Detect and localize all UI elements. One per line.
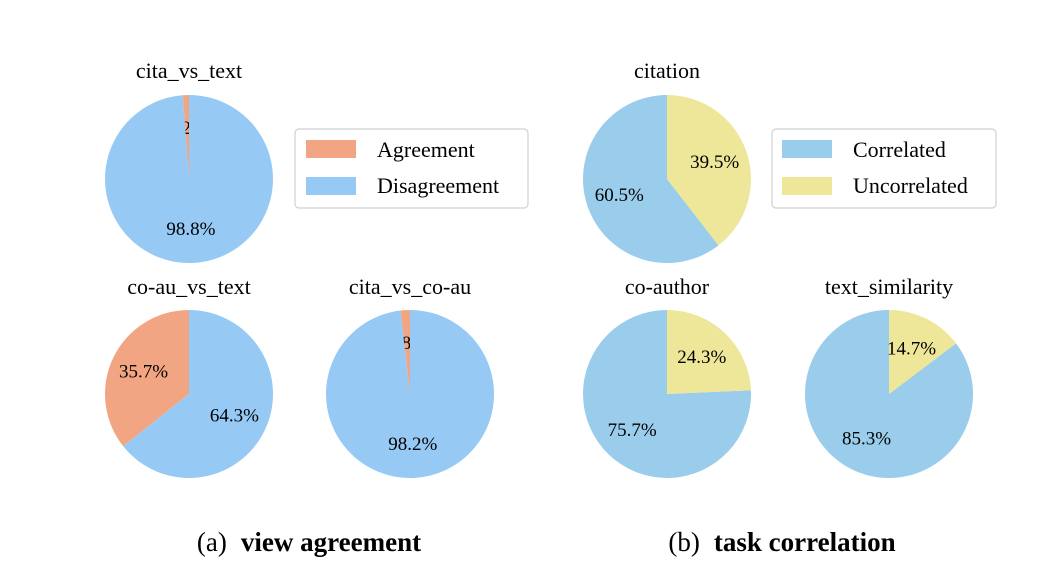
- pie-slice-correlated: [804, 310, 973, 478]
- pie-slice-agreement: [400, 310, 410, 394]
- caption-label-view-agreement: view agreement: [241, 527, 421, 557]
- pie-slice-uncorrelated: [667, 310, 751, 394]
- legend-swatch-correlated: [782, 140, 832, 158]
- pie-slice-agreement: [182, 95, 189, 179]
- pie-title-cita-vs-text: cita_vs_text: [136, 58, 242, 83]
- pie-title-cita-vs-co-au: cita_vs_co-au: [349, 274, 471, 299]
- legend-label-disagreement: Disagreement: [377, 173, 499, 198]
- pie-cita-vs-co-au: 1.8%98.2%: [326, 310, 495, 479]
- legend-label-agreement: Agreement: [377, 137, 475, 162]
- legend-task-correlation: Correlated Uncorrelated: [771, 128, 997, 209]
- pie-slice-disagreement: [326, 310, 495, 479]
- pie-title-co-au-vs-text: co-au_vs_text: [127, 274, 250, 299]
- pie-slice-correlated: [582, 95, 719, 263]
- legend-swatch-uncorrelated: [782, 177, 832, 195]
- pie-value-label-disagreement: 98.8%: [166, 219, 215, 240]
- pie-slice-correlated: [583, 310, 752, 478]
- pie-value-label-correlated: 60.5%: [595, 185, 644, 206]
- caption-task-correlation: (b) task correlation: [668, 527, 895, 557]
- pie-cita-vs-text: 1.2%98.8%: [105, 95, 274, 263]
- pie-value-label-correlated: 75.7%: [608, 420, 657, 441]
- pie-value-label-disagreement: 64.3%: [210, 405, 259, 426]
- pie-value-label-uncorrelated: 24.3%: [677, 347, 726, 368]
- legend-swatch-agreement: [306, 140, 356, 158]
- caption-view-agreement: (a) view agreement: [197, 527, 421, 557]
- caption-label-task-correlation: task correlation: [714, 527, 896, 557]
- pie-citation: 60.5% 39.5%: [582, 95, 751, 263]
- caption-prefix-a: (a): [197, 527, 227, 557]
- pie-value-label-uncorrelated: 14.7%: [887, 338, 936, 359]
- pie-slice-disagreement: [123, 310, 274, 479]
- pie-co-author: 75.7% 24.3%: [583, 310, 752, 478]
- pie-value-label-uncorrelated: 39.5%: [690, 152, 739, 173]
- pie-value-label-disagreement: 98.2%: [388, 434, 437, 455]
- pie-value-label-agreement: 35.7%: [119, 362, 168, 383]
- pie-slice-uncorrelated: [889, 310, 957, 394]
- legend-view-agreement: Agreement Disagreement: [294, 128, 529, 209]
- caption-prefix-b: (b): [668, 527, 699, 557]
- pie-slice-uncorrelated: [667, 95, 751, 246]
- pie-value-label-correlated: 85.3%: [842, 429, 891, 450]
- pie-co-au-vs-text: 35.7% 64.3%: [105, 310, 274, 479]
- pie-title-citation: citation: [634, 58, 700, 83]
- pie-title-text-similarity: text_similarity: [825, 274, 953, 299]
- pie-title-co-author: co-author: [625, 274, 710, 299]
- pie-slice-disagreement: [105, 95, 274, 263]
- legend-label-correlated: Correlated: [853, 137, 946, 162]
- pie-text-similarity: 85.3% 14.7%: [804, 310, 973, 478]
- pie-slice-agreement: [105, 310, 189, 447]
- legend-label-uncorrelated: Uncorrelated: [853, 173, 968, 198]
- legend-swatch-disagreement: [306, 177, 356, 195]
